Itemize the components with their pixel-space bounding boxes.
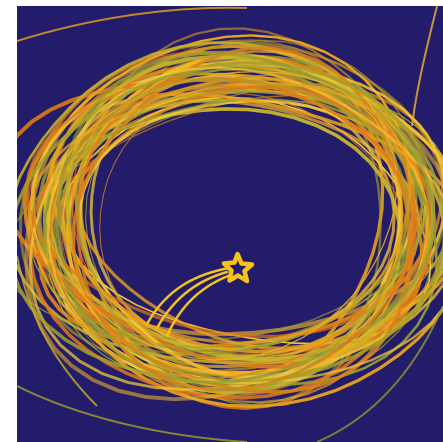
star-tail-stroke — [145, 266, 231, 326]
swirl-trail — [76, 77, 411, 392]
swirl-streak — [411, 6, 438, 127]
swirl-streak — [17, 6, 248, 42]
swirl-streak — [17, 255, 98, 407]
swirl-trail — [28, 60, 443, 391]
swirl-trail — [17, 60, 443, 385]
star-icon — [221, 251, 255, 284]
star-tail-stroke — [155, 270, 229, 330]
swirl-streak — [316, 305, 443, 442]
star-tail-stroke — [165, 274, 230, 338]
swirl-artwork — [17, 6, 443, 442]
swirl-trail — [46, 66, 443, 385]
swirl-trail — [71, 46, 413, 394]
swirl-trail — [49, 85, 407, 380]
swirl-streak — [17, 385, 248, 442]
swirl-trails — [17, 6, 443, 442]
swirl-trail — [49, 70, 398, 361]
swirl-trail — [27, 82, 412, 345]
star-tail — [145, 266, 231, 338]
artwork — [17, 6, 443, 442]
